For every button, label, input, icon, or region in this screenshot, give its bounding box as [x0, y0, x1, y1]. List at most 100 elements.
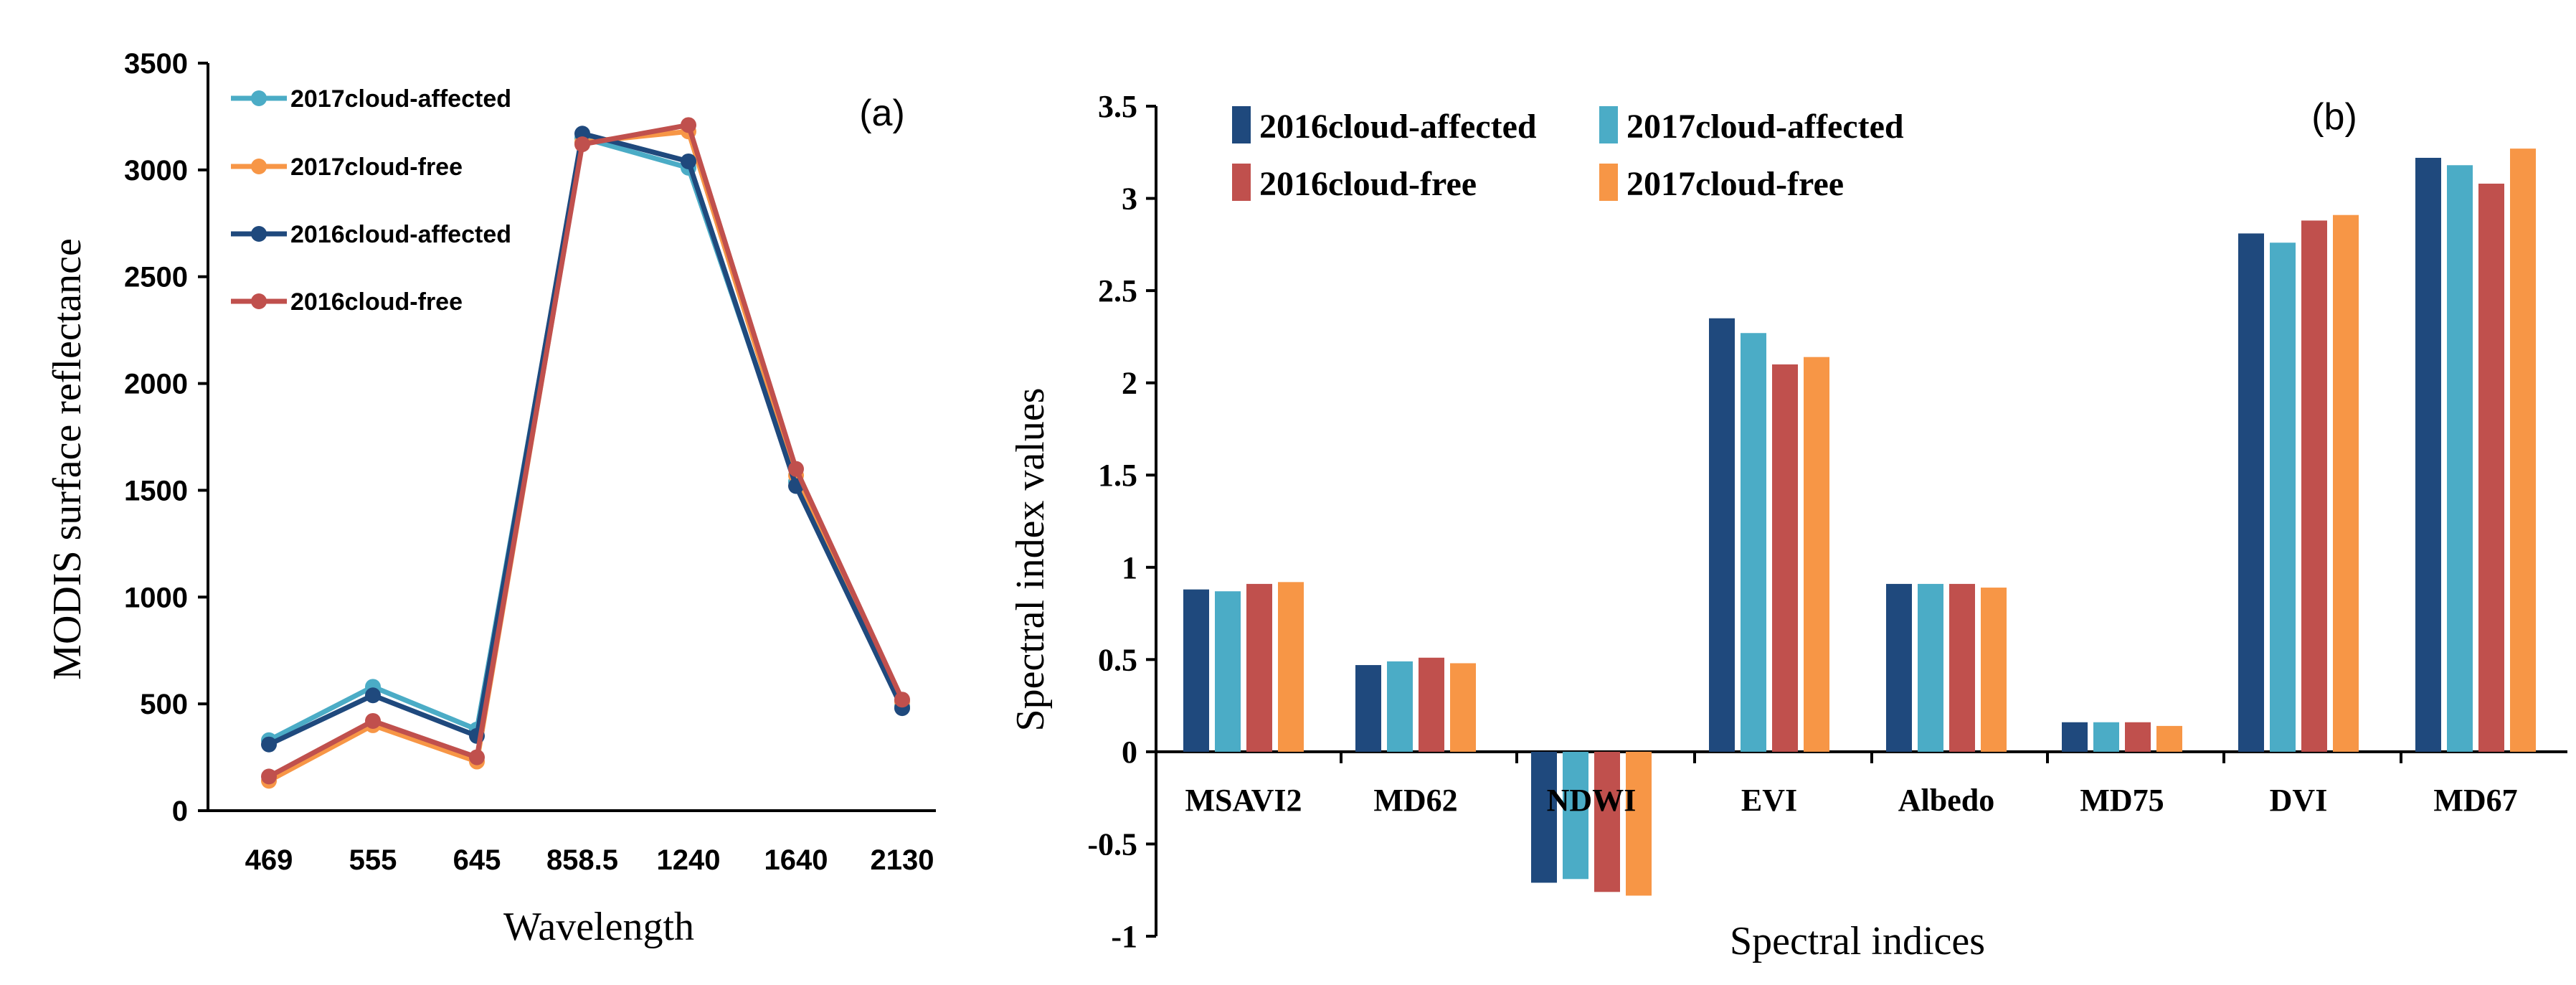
chart-b-bar — [2093, 722, 2119, 752]
chart-a-legend-label: 2016cloud-affected — [290, 221, 511, 248]
chart-b-bar — [2270, 242, 2296, 752]
chart-a-point — [365, 712, 381, 729]
chart-b-bar — [2062, 722, 2088, 752]
chart-b-bar — [1709, 318, 1735, 752]
chart-b-bar — [1278, 582, 1304, 752]
chart-a-x-tick-label: 2130 — [871, 844, 934, 876]
chart-a-point — [894, 692, 910, 708]
chart-a-point — [261, 768, 277, 785]
chart-a-point — [681, 117, 696, 133]
chart-b-bar — [1804, 357, 1829, 752]
chart-a-y-tick-label: 500 — [140, 689, 188, 720]
chart-b-x-tick-label: MD67 — [2433, 783, 2517, 818]
chart-a-legend-marker — [251, 90, 267, 106]
chart-b-legend-swatch — [1599, 164, 1618, 201]
chart-b-bar — [1626, 751, 1652, 896]
chart-a-point — [469, 749, 485, 765]
chart-a-y-tick-label: 2000 — [124, 369, 188, 400]
chart-a-panel-label: (a) — [859, 93, 905, 134]
chart-b-x-tick-label: Albedo — [1898, 783, 1994, 818]
chart-b-y-tick-label: 3 — [1122, 182, 1137, 217]
chart-b-x-tick-label: NDWI — [1547, 783, 1637, 818]
chart-a-xlabel: Wavelength — [503, 905, 694, 949]
chart-b-panel-label: (b) — [2311, 96, 2357, 138]
chart-b-bar — [2301, 220, 2327, 752]
chart-b-legend-label: 2016cloud-free — [1259, 165, 1477, 203]
chart-a-x-tick-label: 1640 — [764, 844, 828, 876]
chart-b-bar — [2415, 157, 2441, 752]
chart-b-bar — [1981, 588, 2007, 752]
chart-a-legend-label: 2016cloud-free — [290, 288, 463, 316]
chart-a-y-tick-label: 3000 — [124, 155, 188, 187]
chart-b-y-tick-label: -0.5 — [1087, 826, 1137, 862]
chart-b-bar — [1450, 663, 1476, 752]
chart-a-legend-label: 2017cloud-free — [290, 154, 463, 181]
chart-b-y-tick-label: 1 — [1122, 550, 1137, 585]
chart-b-bar — [2238, 233, 2264, 752]
chart-b-bar — [1563, 751, 1588, 880]
chart-b-bar — [1594, 751, 1620, 892]
chart-b-legend-swatch — [1599, 106, 1618, 143]
chart-b-legend-label: 2016cloud-affected — [1259, 108, 1537, 146]
chart-a-point — [681, 153, 696, 169]
chart-a-legend-marker — [251, 226, 267, 242]
chart-b-y-tick-label: 0.5 — [1098, 642, 1137, 677]
chart-b-x-tick-label: EVI — [1741, 783, 1797, 818]
chart-b-bar — [1183, 589, 1209, 752]
chart-b-bar — [2333, 215, 2359, 752]
chart-a-x-tick-label: 1240 — [657, 844, 721, 876]
chart-a-y-tick-label: 0 — [172, 796, 188, 827]
chart-b-bar — [1918, 583, 1943, 752]
chart-b-ylabel: Spectral index values — [1008, 388, 1053, 732]
chart-b-bar — [1741, 333, 1766, 752]
chart-b-xlabel: Spectral indices — [1730, 919, 1985, 963]
chart-b-y-tick-label: 2 — [1122, 366, 1137, 401]
chart-b-bar — [1387, 661, 1413, 752]
chart-b-x-tick-label: MD75 — [2080, 783, 2164, 818]
chart-a-x-tick-label: 858.5 — [546, 844, 618, 876]
chart-a-y-tick-label: 1000 — [124, 582, 188, 613]
chart-a-y-tick-label: 2500 — [124, 262, 188, 293]
chart-a-legend-label: 2017cloud-affected — [290, 85, 511, 113]
chart-b-x-tick-label: DVI — [2270, 783, 2328, 818]
chart-b-y-tick-label: 3.5 — [1098, 89, 1137, 124]
chart-b-legend-swatch — [1232, 164, 1251, 201]
chart-b-x-tick-label: MD62 — [1373, 783, 1457, 818]
chart-a-y-tick-label: 1500 — [124, 475, 188, 506]
chart-b-y-tick-label: 2.5 — [1098, 273, 1137, 308]
chart-a-y-tick-label: 3500 — [124, 48, 188, 80]
chart-a-point — [574, 136, 590, 153]
chart-a-x-tick-label: 469 — [245, 844, 293, 876]
chart-b-bar — [1886, 583, 1912, 752]
chart-a-x-tick-label: 645 — [453, 844, 501, 876]
chart-a-x-tick-label: 555 — [349, 844, 397, 876]
chart-a-legend-marker — [251, 159, 267, 174]
chart-b-bar — [2510, 149, 2536, 752]
chart-b-bar — [1355, 665, 1381, 752]
chart-b-legend-label: 2017cloud-free — [1626, 165, 1844, 203]
chart-b: Spectral index values Spectral indices (… — [1008, 89, 2567, 963]
chart-a-point — [788, 461, 804, 477]
chart-b-y-tick-label: 1.5 — [1098, 458, 1137, 493]
chart-b-legend-swatch — [1232, 106, 1251, 143]
chart-b-bar — [2125, 722, 2151, 752]
chart-b-bar — [1531, 751, 1557, 883]
chart-b-y-tick-label: -1 — [1111, 919, 1137, 954]
chart-a-legend-marker — [251, 293, 267, 309]
chart-b-y-tick-label: 0 — [1122, 735, 1137, 770]
chart-b-bar — [1949, 583, 1975, 752]
chart-b-bar — [2447, 165, 2473, 752]
chart-b-bar — [1246, 583, 1272, 752]
chart-b-x-tick-label: MSAVI2 — [1185, 783, 1302, 818]
chart-a-point — [365, 687, 381, 704]
chart-b-bar — [1772, 364, 1798, 752]
chart-b-bar — [1215, 591, 1241, 752]
chart-a: MODIS surface reflectance Wavelength (a)… — [45, 48, 936, 949]
chart-a-ylabel: MODIS surface reflectance — [45, 238, 90, 680]
chart-b-bar — [1419, 657, 1444, 752]
chart-a-point — [261, 736, 277, 753]
chart-b-bar — [2478, 183, 2504, 752]
chart-b-legend-label: 2017cloud-affected — [1626, 108, 1904, 146]
chart-b-bar — [2156, 725, 2182, 752]
